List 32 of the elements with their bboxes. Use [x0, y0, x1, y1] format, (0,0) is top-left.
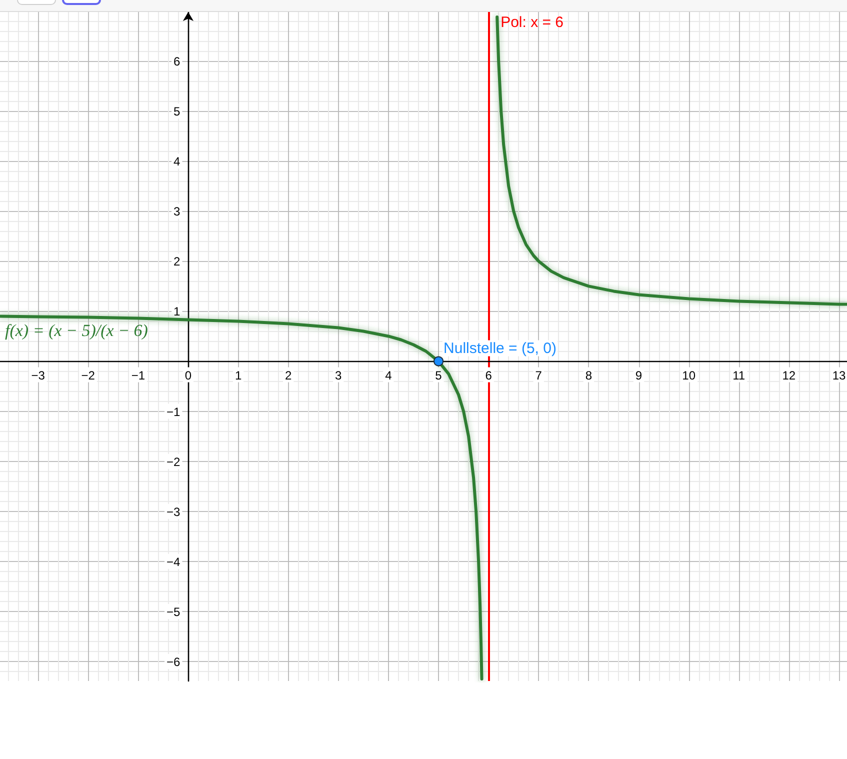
x-tick-label: −1 [131, 368, 146, 382]
y-tick-label: −3 [166, 504, 181, 519]
y-tick-label: −5 [166, 604, 181, 619]
y-tick-label: 3 [174, 204, 181, 219]
y-tick-label: 6 [174, 54, 181, 69]
x-tick-label: 1 [234, 368, 242, 382]
x-tick-label: −2 [81, 368, 96, 382]
y-tick-label: −1 [166, 404, 181, 419]
x-tick-label: 2 [284, 368, 292, 382]
x-tick-label: 11 [732, 368, 746, 382]
annotation: Nullstelle = (5, 0) [444, 340, 556, 357]
x-tick-label: −3 [31, 368, 46, 382]
y-tick-label: 5 [174, 104, 181, 119]
ref-line-label: Pol: x = 6 [500, 14, 564, 31]
x-tick-label: 0 [184, 368, 192, 382]
x-tick-label: 7 [535, 368, 542, 382]
x-tick-label: 6 [485, 368, 492, 382]
x-tick-label: 10 [682, 368, 696, 382]
x-tick-label: 12 [782, 368, 796, 382]
y-tick-label: 1 [174, 304, 181, 319]
x-tick-label: 5 [435, 368, 442, 382]
x-tick-label: 8 [585, 368, 592, 382]
y-tick-label: −6 [166, 654, 181, 669]
x-tick-label: 3 [335, 368, 342, 382]
y-tick-label: −2 [166, 454, 181, 469]
x-tick-label: 13 [832, 368, 846, 382]
series-label: f(x) = (x − 5)/(x − 6) [5, 321, 148, 340]
x-tick-label: 4 [385, 368, 392, 382]
y-tick-label: 4 [174, 154, 181, 169]
x-tick-label: 9 [635, 368, 642, 382]
y-tick-label: −4 [166, 554, 181, 569]
y-tick-label: 2 [174, 254, 181, 269]
